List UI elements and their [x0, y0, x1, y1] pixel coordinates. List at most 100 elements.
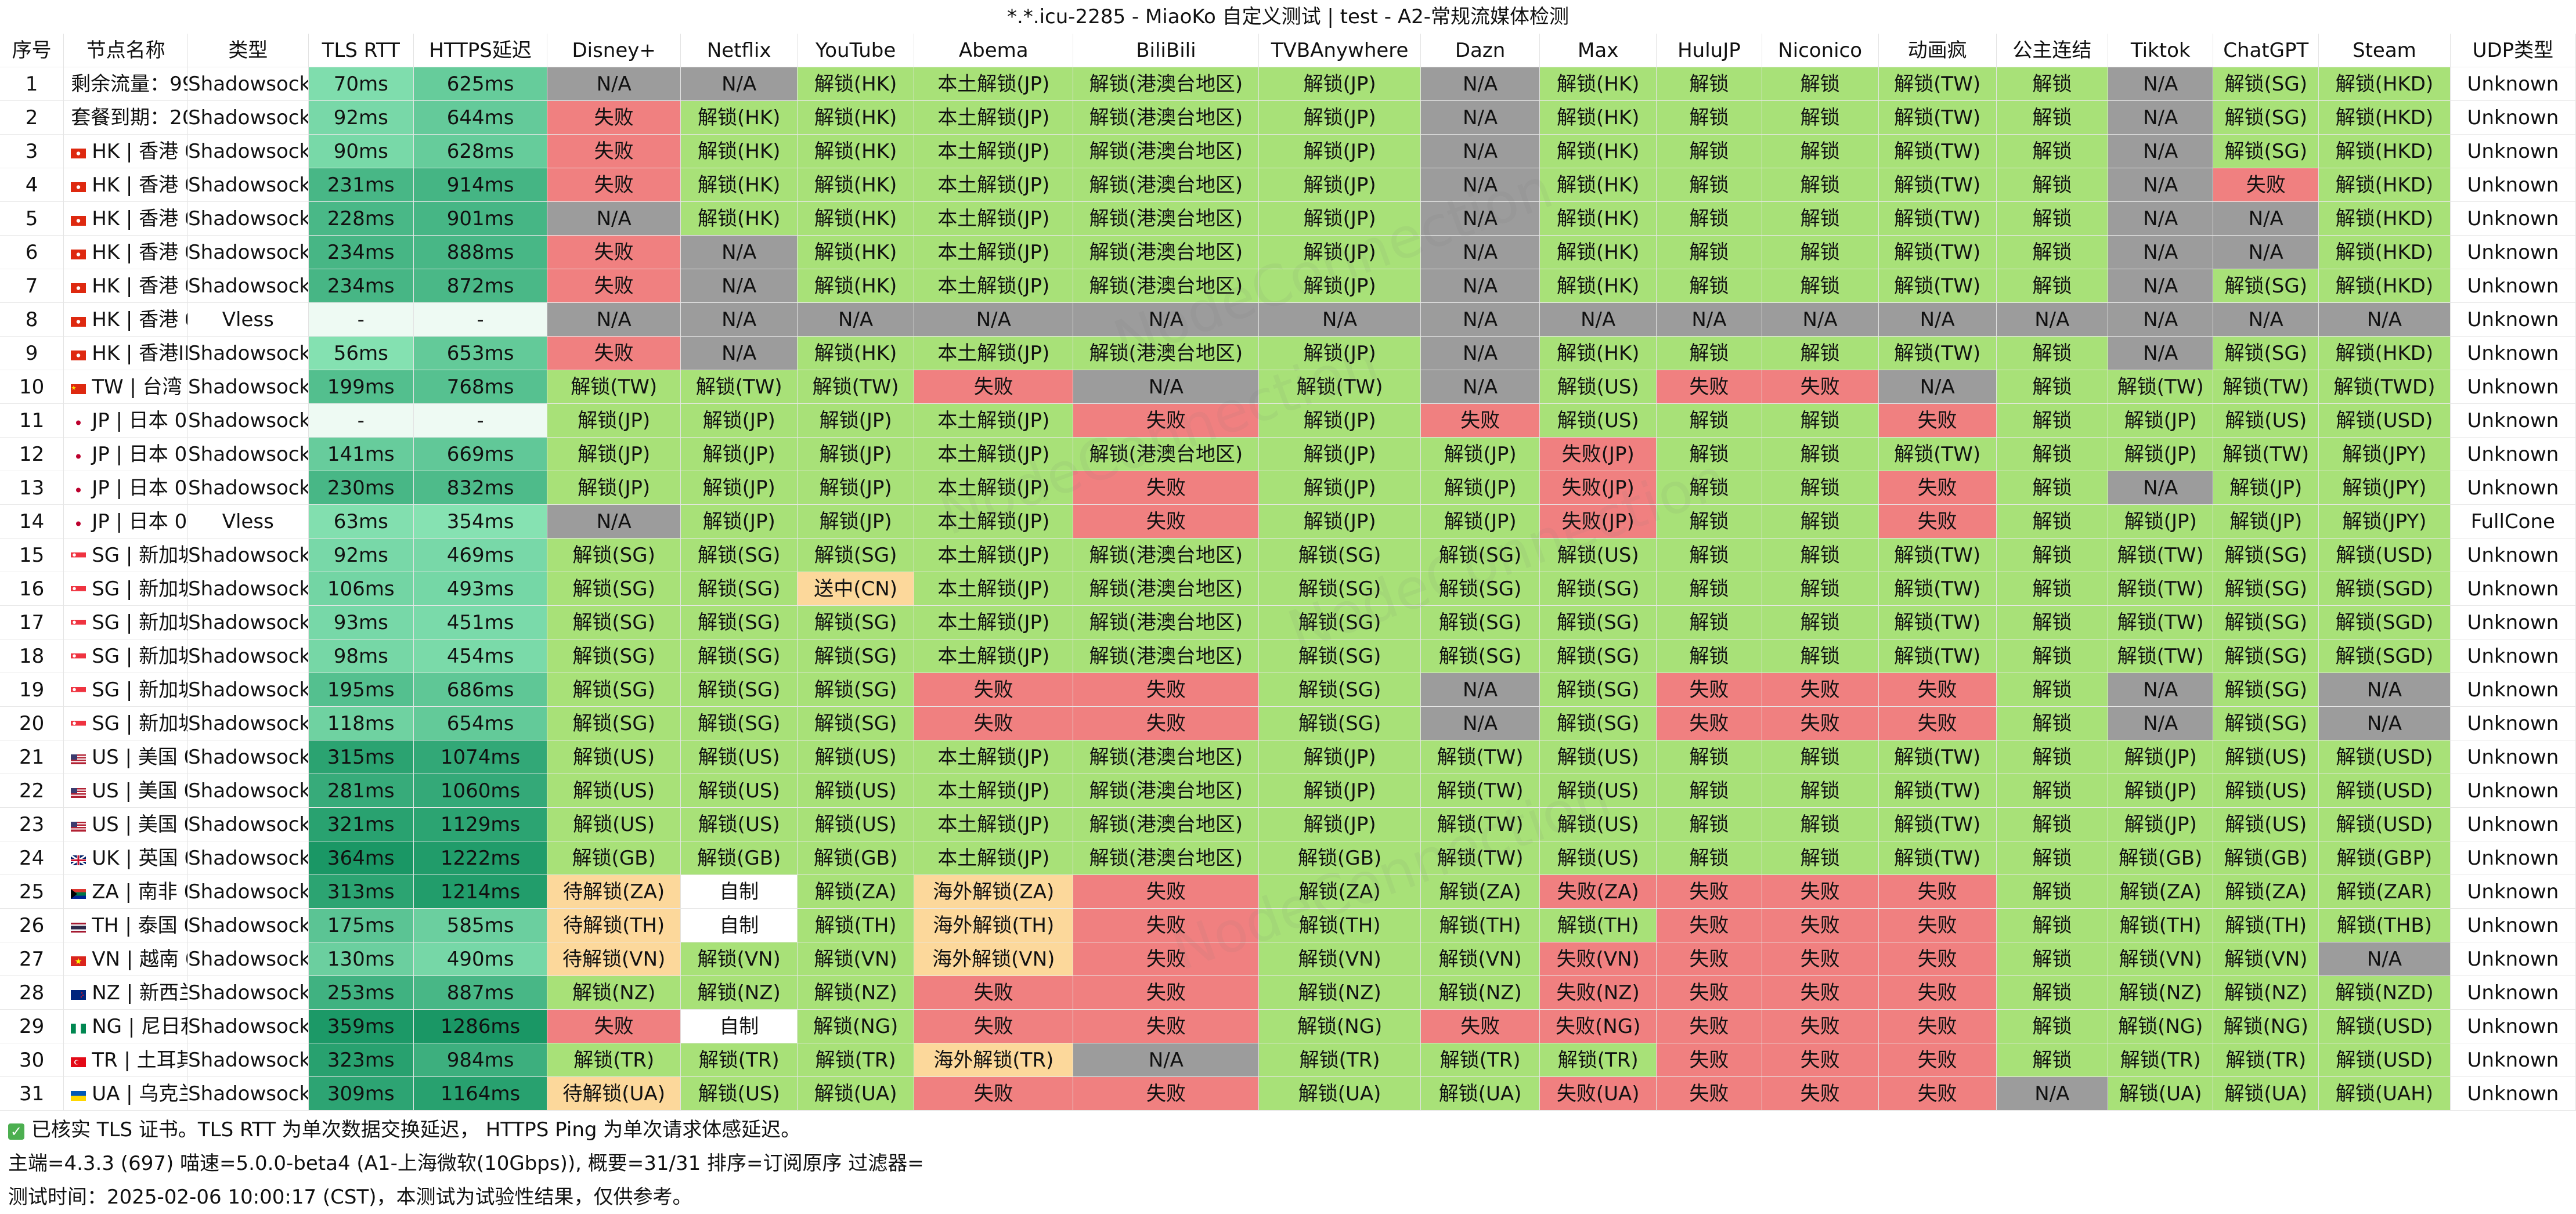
result-cell: 解锁(HK)	[798, 67, 915, 101]
hk-flag-icon	[71, 250, 86, 259]
result-cell: 失败	[547, 101, 681, 135]
result-cell-text: 解锁(JP)	[578, 443, 651, 466]
result-cell: 解锁	[1762, 135, 1879, 168]
footer-backend-info: 主端=4.3.3 (697) 喵速=5.0.0-beta4 (A1-上海微软(1…	[8, 1152, 924, 1175]
https-latency-text: 901ms	[446, 207, 514, 230]
https-latency: 1214ms	[414, 875, 548, 909]
result-cell-text: 解锁	[2032, 443, 2072, 466]
result-cell-text: 解锁(VN)	[814, 948, 897, 971]
result-cell: 解锁	[1762, 808, 1879, 841]
result-cell-text: 解锁(GBP)	[2336, 847, 2433, 870]
result-cell: 解锁(US)	[1540, 370, 1657, 404]
result-cell: Unknown	[2450, 707, 2576, 740]
node-name: HK | 香港 01	[64, 135, 189, 168]
result-cell: 失败	[1762, 875, 1879, 909]
tls-rtt: 281ms	[308, 774, 414, 808]
sg-flag-icon	[71, 586, 86, 596]
result-cell: N/A	[2108, 303, 2214, 337]
result-cell: 失败	[1878, 404, 1997, 438]
result-cell: 解锁(TWD)	[2318, 370, 2451, 404]
result-cell-text: 解锁	[2032, 174, 2072, 197]
https-latency-text: 451ms	[446, 611, 514, 634]
node-type-text: Shadowsocks	[188, 241, 309, 264]
result-cell: 解锁(US)	[1540, 740, 1657, 774]
node-name-text: TR | 土耳其家宽 01	[92, 1049, 187, 1072]
result-cell: 解锁(SG)	[547, 572, 681, 606]
result-cell: N/A	[1420, 673, 1540, 707]
tls-rtt-text: 199ms	[327, 375, 395, 399]
result-cell: 解锁	[1996, 808, 2108, 841]
row-index: 26	[0, 909, 64, 942]
result-cell-text: Unknown	[2467, 241, 2559, 264]
result-cell: 解锁(JP)	[798, 404, 915, 438]
result-cell: 解锁	[1657, 337, 1762, 370]
node-name: 剩余流量：99421.64 GB	[64, 67, 189, 101]
result-cell: 解锁(SG)	[547, 707, 681, 740]
result-cell-text: N/A	[976, 308, 1011, 331]
row-index-text: 2	[25, 106, 38, 129]
result-cell-text: 解锁(US)	[573, 779, 655, 803]
column-header-text: Max	[1578, 39, 1619, 62]
result-cell: 解锁(TH)	[1540, 909, 1657, 942]
result-cell-text: 失败(JP)	[1561, 476, 1635, 500]
result-cell: 解锁(USD)	[2318, 1010, 2451, 1043]
result-cell: N/A	[681, 67, 798, 101]
result-cell: 解锁(JP)	[1420, 438, 1540, 471]
result-cell-text: 解锁	[2032, 880, 2072, 904]
row-index-text: 5	[25, 207, 38, 230]
result-cell: 海外解锁(ZA)	[914, 875, 1074, 909]
result-cell: N/A	[2108, 101, 2214, 135]
result-cell: N/A	[2318, 303, 2451, 337]
https-latency: 490ms	[414, 942, 548, 976]
result-cell-text: 失败	[1146, 1082, 1186, 1105]
result-cell: N/A	[1073, 1043, 1260, 1077]
node-name-text: HK | 香港 02	[92, 174, 187, 197]
result-cell-text: 失败	[1800, 375, 1840, 399]
result-cell-text: 解锁(TW)	[2117, 577, 2204, 601]
node-type-text: Shadowsocks	[188, 409, 309, 432]
result-cell: 失败	[1657, 875, 1762, 909]
result-cell: 海外解锁(VN)	[914, 942, 1074, 976]
result-cell: 解锁(港澳台地区)	[1073, 539, 1260, 572]
result-cell: 解锁	[1657, 606, 1762, 639]
result-cell-text: 解锁(UA)	[1298, 1082, 1381, 1105]
node-name-text: HK | 香港IEPL | 5X	[92, 342, 187, 365]
result-cell: 解锁(SG)	[2213, 639, 2319, 673]
result-cell: 解锁(港澳台地区)	[1073, 639, 1260, 673]
tls-rtt: 313ms	[308, 875, 414, 909]
result-cell-text: 解锁(TW)	[2117, 544, 2204, 567]
result-cell-text: 解锁(TR)	[2225, 1049, 2307, 1072]
https-latency-text: 454ms	[446, 645, 514, 668]
result-cell-text: 失败	[1689, 880, 1729, 904]
result-cell-text: 解锁(JP)	[819, 476, 892, 500]
tls-rtt-text: 253ms	[327, 981, 395, 1005]
https-latency: 493ms	[414, 572, 548, 606]
result-cell: 解锁(TW)	[798, 370, 915, 404]
sg-flag-icon	[71, 721, 86, 731]
node-name: SG | 新加坡 02	[64, 572, 189, 606]
result-cell: 解锁(VN)	[798, 942, 915, 976]
result-cell: 解锁(SG)	[798, 606, 915, 639]
https-latency: 872ms	[414, 269, 548, 303]
result-cell-text: N/A	[1463, 375, 1498, 399]
result-cell: 解锁(UA)	[2213, 1077, 2319, 1111]
result-cell: 解锁(JP)	[681, 438, 798, 471]
result-cell: 解锁(JP)	[1420, 505, 1540, 539]
result-cell-text: 解锁(UAH)	[2335, 1082, 2434, 1105]
tls-rtt-text: 321ms	[327, 813, 395, 836]
result-cell-text: N/A	[2143, 712, 2178, 735]
result-cell-text: 解锁(NG)	[813, 1015, 899, 1038]
result-cell-text: 解锁(JP)	[1303, 779, 1376, 803]
result-cell: 解锁(GB)	[547, 841, 681, 875]
node-type-text: Shadowsocks	[188, 577, 309, 601]
result-cell-text: N/A	[1463, 207, 1498, 230]
result-cell-text: 解锁(HKD)	[2335, 274, 2434, 298]
result-cell-text: N/A	[1463, 241, 1498, 264]
column-header-text: HTTPS延迟	[429, 39, 532, 62]
https-latency-text: -	[477, 409, 484, 432]
result-cell: 解锁(JP)	[1259, 774, 1421, 808]
hk-flag-icon	[71, 149, 86, 158]
result-cell: Unknown	[2450, 875, 2576, 909]
result-cell: 解锁(SG)	[1259, 539, 1421, 572]
node-name-text: SG | 新加坡IEPL | 5X	[92, 712, 187, 735]
